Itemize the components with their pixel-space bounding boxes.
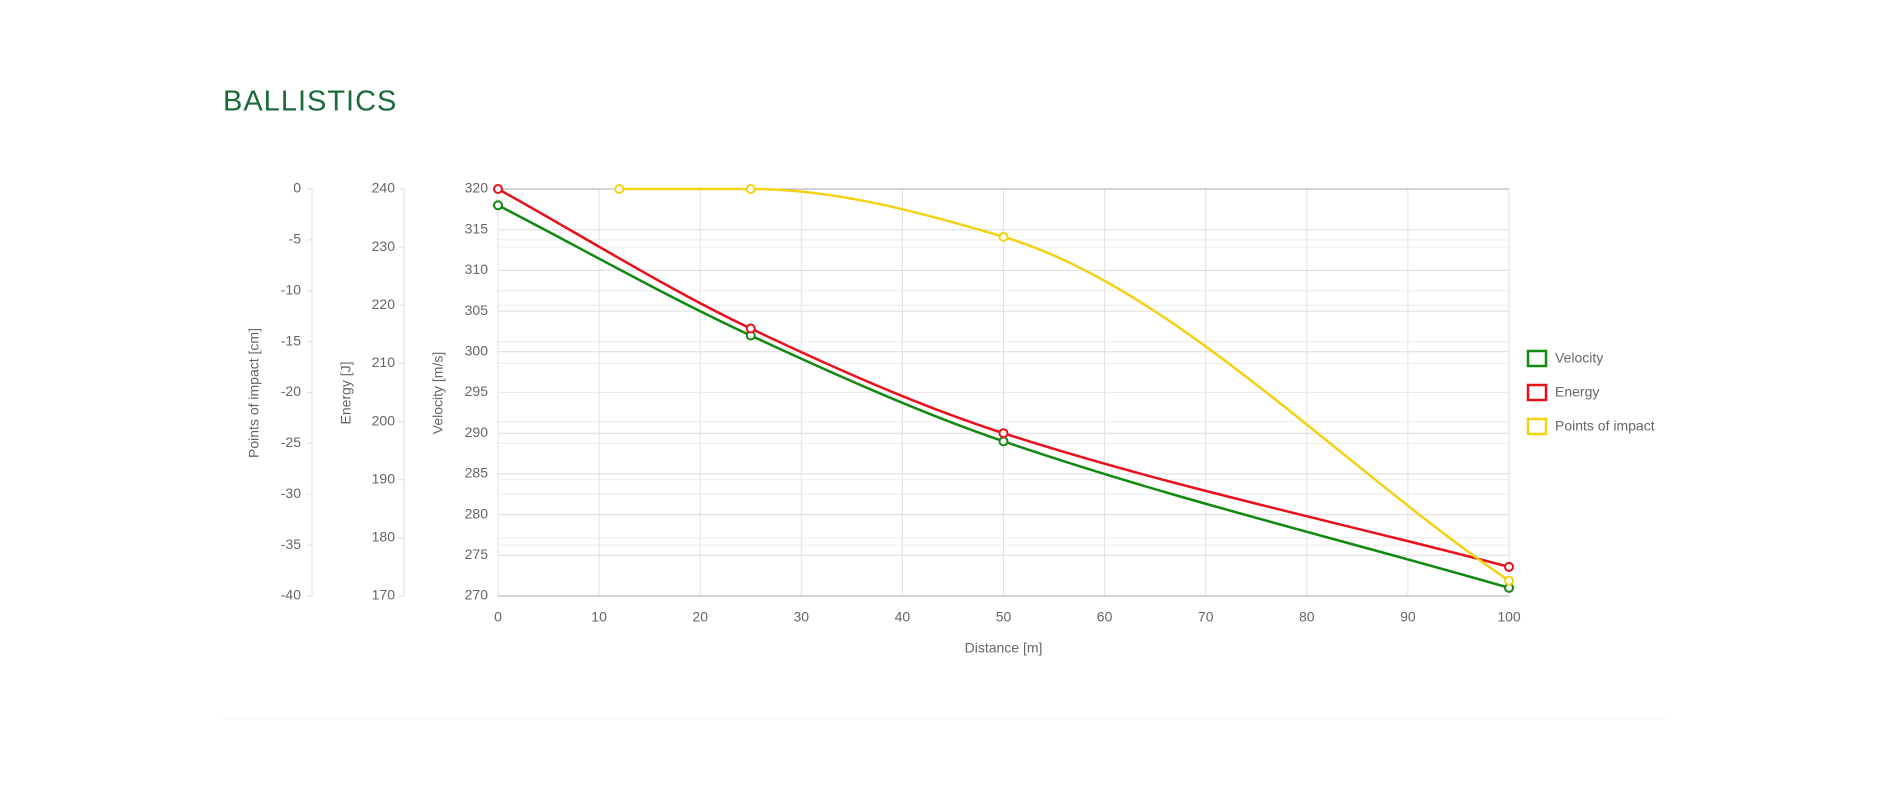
x-tick-label: 80 (1299, 609, 1315, 625)
y-tick-label: -25 (281, 434, 301, 450)
x-tick-label: 60 (1097, 609, 1113, 625)
series-line (497, 204, 1510, 590)
point (745, 323, 756, 334)
y-tick-label: 290 (465, 424, 489, 440)
point (1504, 561, 1514, 572)
y-tick-label: 315 (465, 220, 489, 236)
y-tick-label: 295 (465, 383, 489, 399)
legend-swatch (1526, 349, 1548, 368)
point (1504, 575, 1514, 586)
point (493, 200, 503, 211)
y-tick-label: 320 (465, 180, 489, 196)
y-tick-label: -20 (281, 383, 301, 399)
y-tick-label: 210 (372, 354, 396, 370)
y-tick-label: -10 (281, 281, 301, 297)
x-tick-label: 70 (1198, 609, 1214, 625)
chart-title: BALLISTICS (223, 86, 397, 118)
point (998, 428, 1009, 439)
legend-label: Velocity (1555, 350, 1603, 366)
point (745, 184, 756, 194)
series-line (497, 187, 1510, 569)
x-tick-label: 90 (1400, 609, 1416, 625)
y-tick-label: 230 (372, 238, 396, 254)
y-tick-label: 190 (372, 470, 396, 486)
legend-label: Points of impact (1555, 418, 1655, 434)
x-axis-title: Distance [m] (965, 640, 1043, 656)
axis-title: Energy [J] (338, 361, 354, 424)
point (998, 231, 1009, 242)
y-tick-label: -40 (281, 587, 301, 603)
x-tick-label: 100 (1497, 609, 1521, 625)
y-tick-label: -35 (281, 536, 301, 552)
axis-title: Velocity [m/s] (430, 352, 446, 434)
y-tick-label: 0 (293, 180, 301, 196)
legend-label: Energy (1555, 384, 1599, 400)
point (493, 184, 503, 194)
y-tick-label: 180 (372, 529, 396, 545)
axis-title: Points of impact [cm] (246, 328, 262, 458)
series-line (619, 187, 1510, 582)
y-tick-label: 280 (465, 505, 489, 521)
x-tick-label: 30 (794, 609, 810, 625)
y-tick-label: 310 (465, 261, 489, 277)
x-tick-label: 20 (692, 609, 708, 625)
point (998, 436, 1009, 447)
legend-swatch (1526, 417, 1548, 436)
y-tick-label: 275 (465, 546, 489, 562)
legend-swatch (1526, 383, 1548, 402)
y-tick-label: 305 (465, 302, 489, 318)
x-tick-label: 10 (591, 609, 607, 625)
y-tick-label: 270 (465, 587, 489, 603)
y-tick-label: 285 (465, 465, 489, 481)
y-tick-label: -5 (289, 231, 302, 247)
y-tick-label: 240 (372, 180, 396, 196)
y-tick-label: 220 (372, 296, 396, 312)
x-tick-label: 40 (895, 609, 911, 625)
point (614, 184, 625, 194)
x-tick-label: 0 (494, 609, 502, 625)
y-tick-label: 300 (465, 343, 489, 359)
y-tick-label: 170 (372, 587, 396, 603)
y-tick-label: -15 (281, 332, 301, 348)
y-tick-label: -30 (281, 485, 301, 501)
y-tick-label: 200 (372, 412, 396, 428)
x-tick-label: 50 (996, 609, 1012, 625)
